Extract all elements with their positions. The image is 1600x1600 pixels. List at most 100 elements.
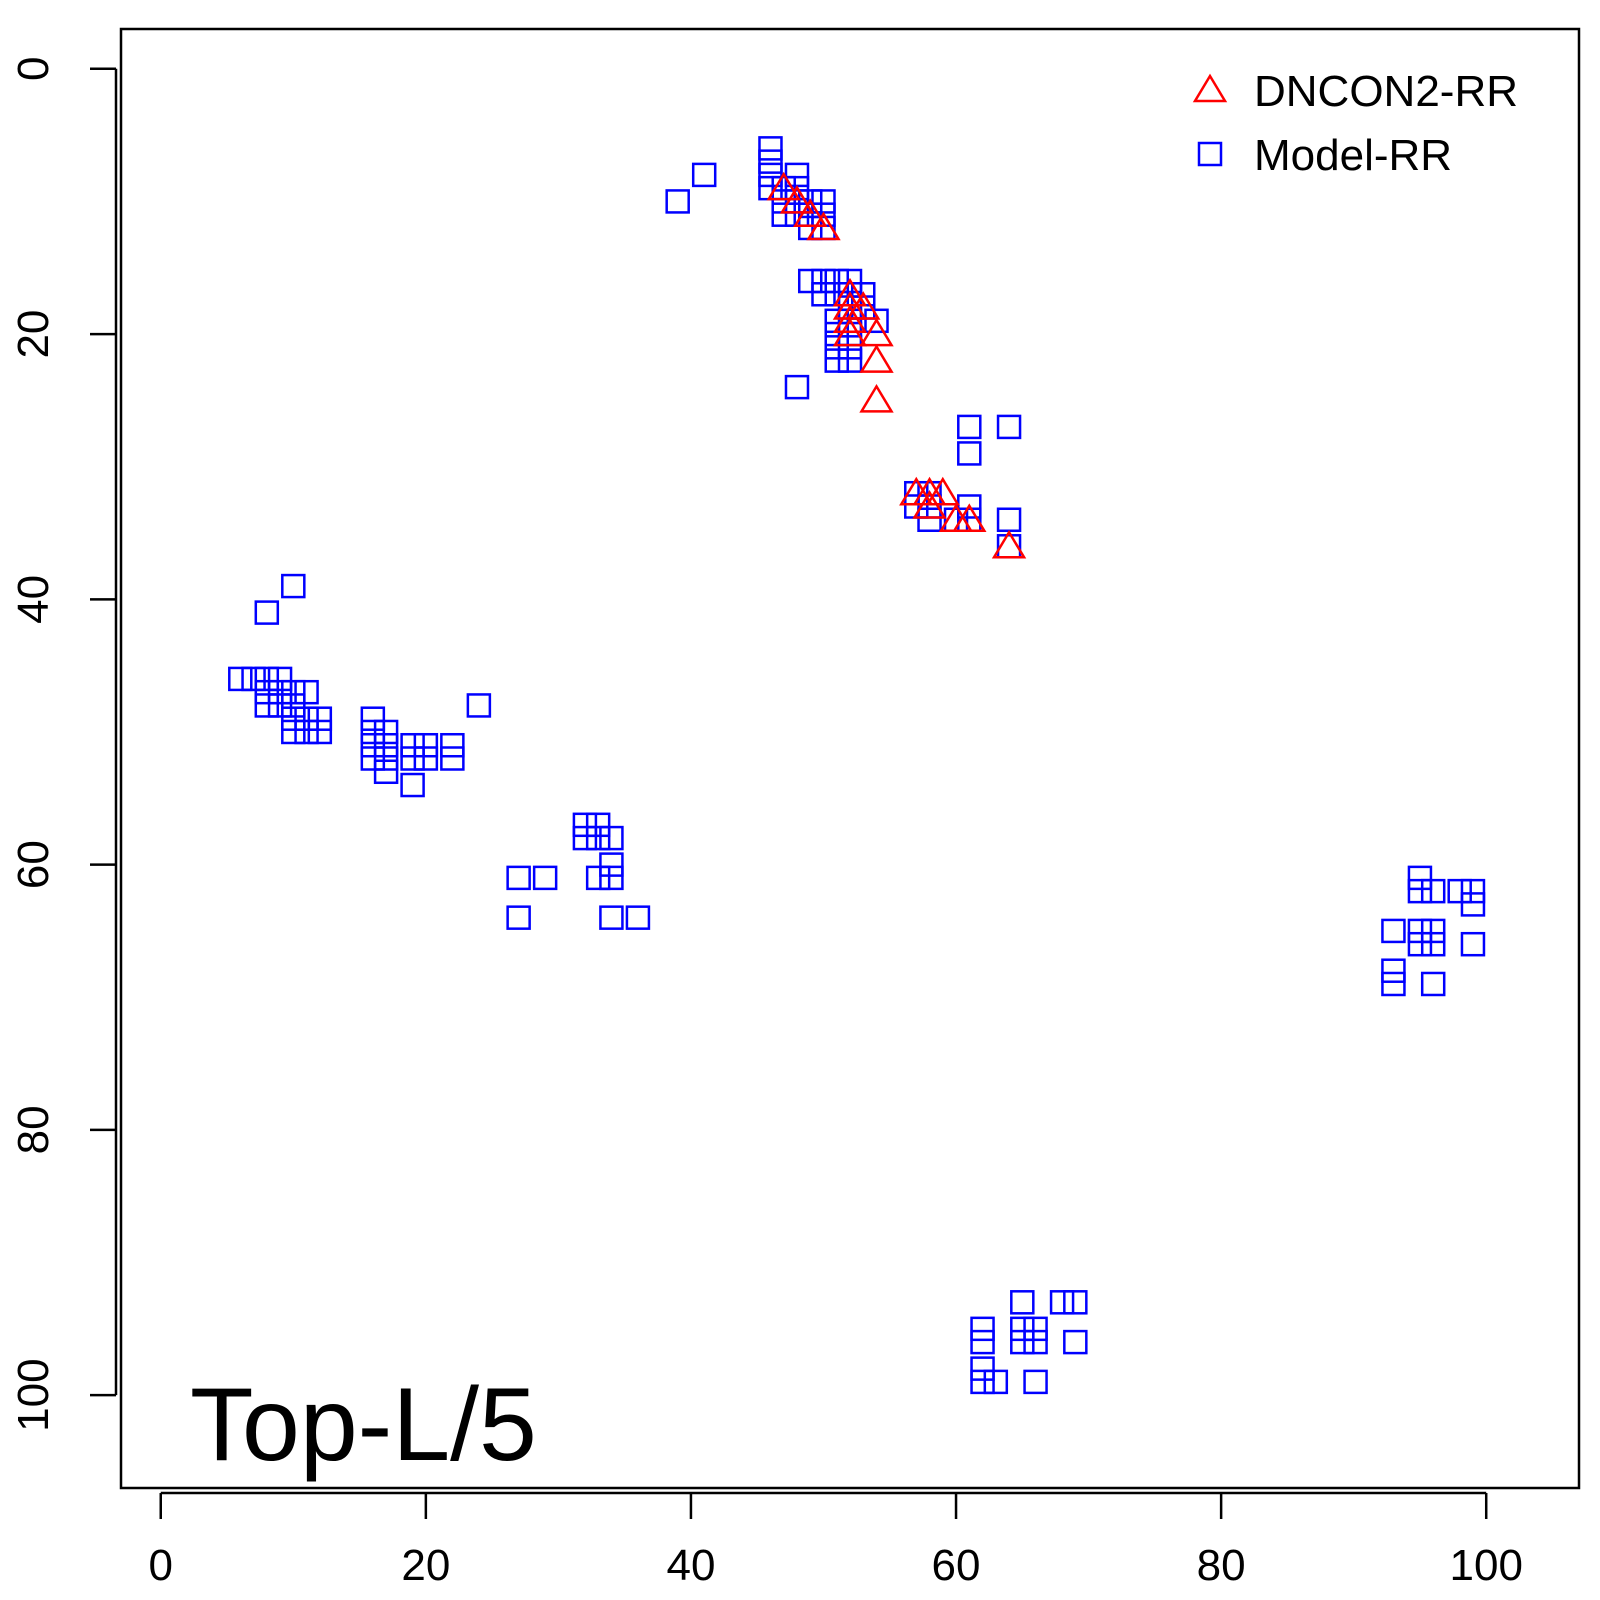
square-point bbox=[400, 772, 425, 798]
square-point bbox=[784, 374, 810, 400]
square-point bbox=[254, 600, 280, 625]
square-point bbox=[466, 693, 492, 718]
square-point bbox=[267, 693, 293, 718]
square-point bbox=[254, 693, 280, 718]
square-point bbox=[267, 679, 293, 705]
square-point bbox=[599, 865, 624, 891]
square-point bbox=[1447, 878, 1472, 904]
square-point bbox=[983, 1369, 1009, 1395]
triangle-point bbox=[832, 304, 868, 334]
y-axis: 0 20 40 60 80 100 bbox=[9, 57, 118, 1432]
square-point bbox=[440, 746, 465, 771]
triangle-point bbox=[859, 383, 894, 413]
square-point bbox=[1381, 971, 1406, 997]
square-point bbox=[572, 825, 598, 851]
square-point bbox=[1063, 1290, 1088, 1315]
square-point bbox=[373, 732, 399, 758]
square-point bbox=[691, 162, 717, 188]
square-point bbox=[1010, 1316, 1035, 1342]
square-point bbox=[837, 335, 863, 360]
square-point bbox=[373, 746, 399, 771]
square-point bbox=[758, 162, 783, 188]
square-point bbox=[281, 719, 306, 745]
square-point bbox=[758, 149, 783, 174]
triangle-point bbox=[832, 317, 868, 347]
x-axis: 0 20 40 60 80 100 bbox=[149, 1491, 1523, 1590]
legend-label: DNCON2-RR bbox=[1254, 67, 1518, 116]
legend-label: Model-RR bbox=[1254, 131, 1452, 180]
triangle-point bbox=[952, 503, 987, 533]
square-point bbox=[970, 1369, 995, 1395]
square-point bbox=[281, 693, 306, 718]
square-point bbox=[1407, 931, 1433, 957]
square-point bbox=[506, 905, 531, 930]
square-point bbox=[360, 732, 386, 758]
square-point bbox=[360, 719, 386, 745]
square-point bbox=[1381, 958, 1406, 983]
square-point bbox=[1063, 1329, 1088, 1355]
x-tick-label: 80 bbox=[1197, 1541, 1246, 1590]
square-point bbox=[294, 719, 319, 745]
square-point bbox=[1023, 1316, 1048, 1342]
square-point bbox=[1407, 878, 1433, 904]
square-point bbox=[413, 732, 439, 758]
square-point bbox=[957, 414, 982, 440]
y-tick-label: 40 bbox=[9, 575, 58, 624]
square-point bbox=[1420, 971, 1446, 997]
triangle-point bbox=[912, 490, 947, 519]
legend-square-icon bbox=[1197, 141, 1223, 167]
square-point bbox=[360, 746, 386, 771]
y-tick-label: 20 bbox=[9, 310, 58, 359]
x-tick-label: 100 bbox=[1450, 1541, 1523, 1590]
plot-frame bbox=[119, 27, 1581, 1490]
panel-label: Top-L/5 bbox=[190, 1367, 537, 1483]
square-point bbox=[811, 282, 836, 307]
square-point bbox=[413, 746, 439, 771]
square-point bbox=[506, 865, 531, 891]
square-point bbox=[281, 706, 306, 731]
square-point bbox=[1049, 1290, 1075, 1315]
square-point bbox=[1023, 1369, 1048, 1395]
square-point bbox=[585, 865, 611, 891]
y-tick-label: 0 bbox=[9, 57, 58, 81]
square-point bbox=[599, 852, 624, 877]
square-point bbox=[797, 268, 823, 294]
square-point bbox=[1460, 892, 1486, 917]
y-tick-label: 80 bbox=[9, 1105, 58, 1154]
square-point bbox=[957, 441, 982, 466]
square-point bbox=[1420, 931, 1446, 957]
square-point bbox=[294, 706, 319, 731]
y-tick-label: 60 bbox=[9, 840, 58, 889]
triangle-point bbox=[925, 476, 960, 506]
square-point bbox=[307, 706, 333, 731]
square-point bbox=[532, 865, 558, 891]
square-point bbox=[1420, 878, 1446, 904]
square-point bbox=[572, 812, 598, 838]
square-point bbox=[917, 507, 942, 533]
square-point bbox=[599, 905, 624, 930]
square-point bbox=[771, 202, 796, 227]
square-point bbox=[996, 414, 1022, 440]
square-point bbox=[373, 759, 399, 785]
square-point bbox=[864, 308, 889, 334]
triangle-point bbox=[793, 198, 828, 227]
square-point bbox=[824, 335, 849, 360]
square-point bbox=[585, 812, 611, 838]
square-point bbox=[970, 1329, 995, 1355]
square-point bbox=[400, 732, 425, 758]
square-point bbox=[1407, 865, 1433, 891]
x-tick-label: 40 bbox=[666, 1541, 715, 1590]
square-point bbox=[307, 719, 333, 745]
triangle-point bbox=[806, 211, 841, 241]
square-point bbox=[254, 679, 280, 705]
square-point bbox=[970, 1316, 995, 1342]
legend-triangle-icon bbox=[1192, 73, 1228, 103]
square-point bbox=[241, 666, 266, 692]
square-point bbox=[1407, 918, 1433, 944]
square-point bbox=[1023, 1329, 1048, 1355]
square-point bbox=[758, 136, 783, 161]
square-point bbox=[254, 666, 280, 692]
square-point bbox=[267, 666, 293, 692]
triangle-point bbox=[779, 184, 815, 214]
